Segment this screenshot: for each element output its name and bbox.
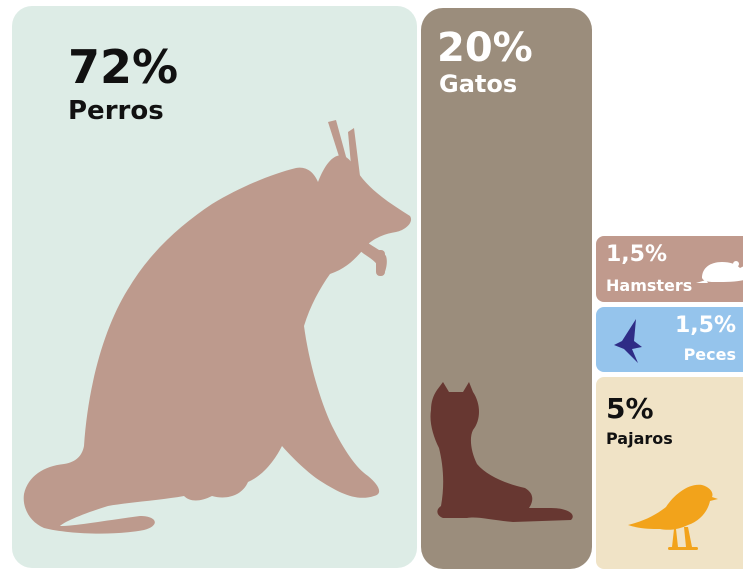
pajaros-label: Pajaros	[606, 429, 673, 448]
tile-pajaros: 5% Pajaros	[596, 377, 743, 569]
perros-label: Perros	[68, 96, 164, 126]
tile-hamsters: 1,5% Hamsters	[596, 236, 743, 302]
gatos-label: Gatos	[439, 70, 518, 98]
hamsters-label: Hamsters	[606, 276, 693, 295]
hamsters-percent: 1,5%	[606, 242, 668, 267]
cat-icon	[430, 382, 573, 522]
fish-icon	[614, 319, 642, 363]
tile-peces: 1,5% Peces	[596, 307, 743, 372]
pajaros-percent: 5%	[606, 392, 654, 425]
tile-gatos: 20% Gatos	[421, 8, 592, 569]
peces-percent: 1,5%	[674, 313, 736, 338]
dog-icon	[23, 120, 412, 534]
tile-perros: 72% Perros	[12, 6, 417, 568]
hamster-icon	[696, 261, 743, 283]
gatos-percent: 20%	[437, 25, 533, 71]
bird-icon	[628, 484, 718, 550]
perros-percent: 72%	[68, 40, 179, 94]
peces-label: Peces	[683, 345, 736, 364]
